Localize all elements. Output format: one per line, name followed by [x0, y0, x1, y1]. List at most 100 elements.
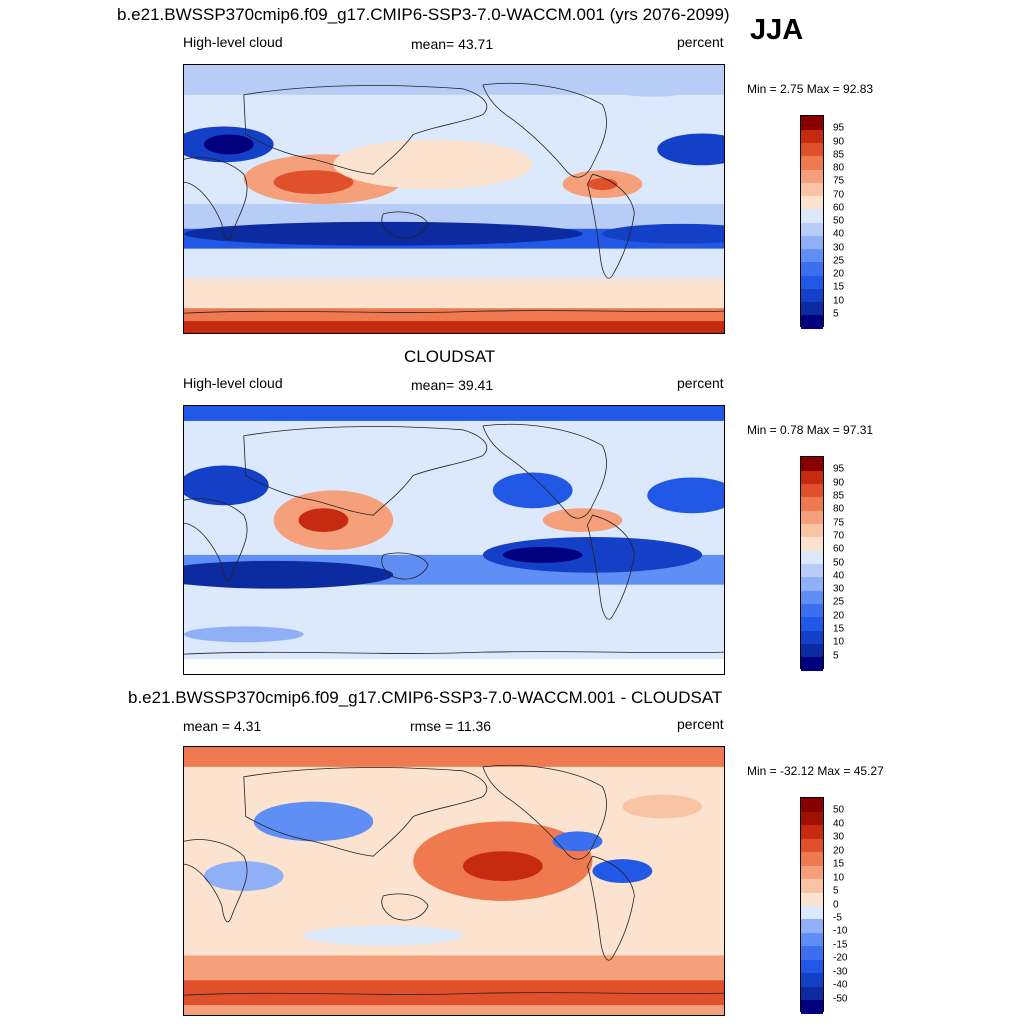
colorbar-tick-label: 0 [833, 899, 839, 910]
panel-1-variable-label: High-level cloud [183, 34, 283, 50]
cloud-field-blob [333, 139, 533, 190]
coastline [482, 764, 607, 860]
panel-2-title: CLOUDSAT [404, 347, 496, 366]
cloud-field-blob [184, 221, 583, 246]
panel-2-mean-label: mean= 39.41 [411, 377, 494, 393]
colorbar-swatch [801, 892, 823, 906]
coastline [184, 498, 248, 582]
cloud-field-blob [462, 851, 543, 881]
panel-3-units-label: percent [677, 716, 724, 732]
cloud-field-blob [502, 546, 583, 563]
colorbar-tick-label: 80 [833, 503, 845, 515]
colorbar-tick-label: 10 [833, 636, 845, 648]
colorbar-tick-label: -50 [833, 993, 848, 1005]
cloud-field-blob [657, 133, 724, 166]
colorbar-tick-label: 95 [833, 122, 845, 134]
colorbar-swatch [801, 261, 823, 276]
colorbar-swatch [801, 798, 823, 812]
colorbar-tick-label: 5 [833, 308, 839, 320]
colorbar-tick-label: 50 [833, 215, 845, 227]
coastline [243, 767, 488, 857]
colorbar-box [800, 115, 824, 329]
colorbar-swatch [801, 999, 823, 1014]
colorbar-tick-label: 10 [833, 295, 845, 306]
panel-2-minmax: Min = 0.78 Max = 97.31 [747, 423, 874, 437]
panel-1-mean-label: mean= 43.71 [411, 36, 494, 52]
colorbar-swatch [801, 838, 823, 853]
coastline [243, 85, 488, 175]
colorbar-swatch [801, 590, 823, 604]
coastline [184, 651, 724, 655]
coastline [184, 157, 248, 241]
colorbar-swatch [801, 169, 823, 183]
colorbar-swatch [801, 288, 823, 302]
colorbar-tick-label: -30 [833, 966, 848, 978]
panel-1-colorbar: 5 10 15 20 25 30 40 50 60 70 75 80 85 90 95 [800, 115, 844, 329]
colorbar-tick-label: 50 [833, 804, 845, 816]
colorbar-tick-label: -20 [833, 952, 848, 964]
panel-3-rmse-label: rmse = 11.36 [410, 718, 492, 734]
coastline [381, 893, 429, 921]
cloud-field-blob [587, 178, 618, 191]
cloud-field-blob [552, 831, 603, 852]
colorbar-swatch [801, 523, 823, 538]
cloud-field-blob [184, 465, 269, 506]
panel-2-units-label: percent [677, 375, 724, 391]
cloud-field-blob [253, 801, 374, 842]
cloud-field-blob [492, 472, 573, 509]
colorbar-swatch [801, 811, 823, 826]
colorbar-tick-label: 70 [833, 189, 845, 200]
cloud-field-band [184, 406, 724, 421]
colorbar-tick-label: 70 [833, 530, 845, 542]
colorbar-swatch [801, 576, 823, 591]
coastline [587, 855, 635, 961]
coastline [381, 211, 429, 239]
colorbar-tick-label: 10 [833, 872, 845, 884]
colorbar-swatch [801, 603, 823, 618]
cloud-field-blob [542, 508, 623, 533]
coastline [184, 992, 724, 996]
colorbar-tick-label: 75 [833, 175, 845, 187]
colorbar-tick-label: 25 [833, 255, 845, 267]
season-label: JJA [750, 14, 804, 46]
colorbar-swatch [801, 656, 823, 671]
colorbar-tick-label: 60 [833, 202, 845, 214]
colorbar-tick-label: 25 [833, 596, 845, 608]
coastline [482, 423, 607, 519]
colorbar-tick-label: 90 [833, 477, 845, 489]
cloud-field-blob [184, 626, 304, 643]
colorbar-tick-label: -40 [833, 979, 848, 991]
colorbar-box [800, 797, 824, 1014]
coastline [587, 173, 635, 279]
coastline [243, 426, 488, 516]
cloud-field-blob [273, 170, 354, 195]
colorbar-swatch [801, 959, 823, 974]
colorbar-tick-label: 20 [833, 268, 845, 280]
colorbar-tick-label: 15 [833, 858, 845, 870]
colorbar-tick-label: 30 [833, 831, 845, 843]
colorbar-tick-label: 50 [833, 557, 845, 568]
colorbar-swatch [801, 865, 823, 880]
panel-2-variable-label: High-level cloud [183, 375, 283, 391]
cloud-field-blob [592, 859, 653, 883]
cloud-field-band [184, 747, 724, 767]
panel-3-map [183, 746, 725, 1016]
colorbar-tick-label: -5 [833, 912, 842, 924]
colorbar-swatch [801, 932, 823, 947]
panel-1-minmax: Min = 2.75 Max = 92.83 [747, 82, 874, 96]
cloud-field-blob [298, 508, 349, 533]
colorbar-swatch [801, 195, 823, 210]
colorbar-tick-label: 30 [833, 583, 845, 595]
colorbar-swatch [801, 510, 823, 525]
colorbar-tick-label: 80 [833, 162, 845, 174]
colorbar-tick-label: 40 [833, 570, 845, 582]
colorbar-swatch [801, 878, 823, 893]
colorbar-swatch [801, 301, 823, 316]
coastline [482, 82, 607, 178]
colorbar-tick-label: 15 [833, 623, 845, 635]
colorbar-swatch [801, 630, 823, 644]
colorbar-swatch [801, 116, 823, 130]
cloud-field-band [184, 278, 724, 309]
colorbar-tick-label: 5 [833, 650, 839, 662]
panel-3-mean-label: mean = 4.31 [183, 718, 262, 734]
